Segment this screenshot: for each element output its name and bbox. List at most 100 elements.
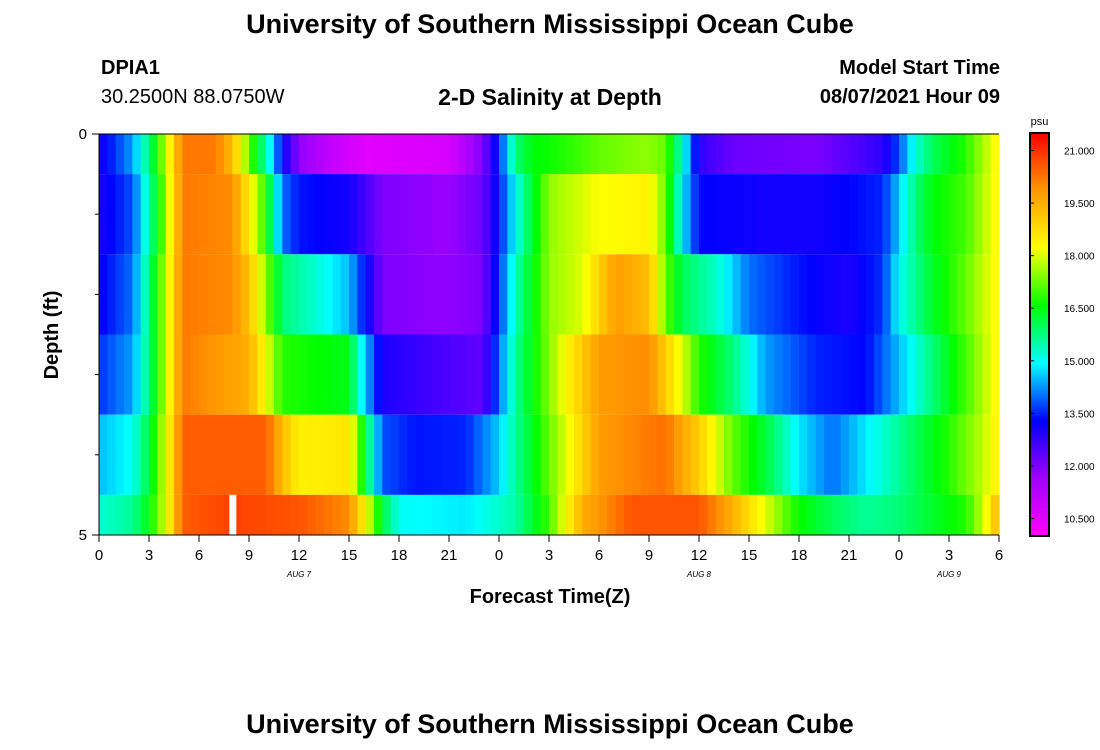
heatmap-cell (557, 134, 567, 175)
heatmap-cell (674, 494, 683, 535)
heatmap-cell (282, 494, 292, 535)
heatmap-cell (949, 134, 958, 175)
heatmap-cell (907, 414, 917, 495)
heatmap-cell (149, 494, 158, 535)
heatmap-cell (407, 414, 417, 495)
heatmap-cell (507, 254, 517, 335)
heatmap-cell (149, 174, 158, 255)
heatmap-cell (532, 334, 542, 415)
heatmap-cell (249, 334, 258, 415)
heatmap-cell (215, 334, 225, 415)
heatmap-cell (99, 414, 108, 495)
x-tick-label: 6 (195, 547, 203, 564)
heatmap-cell (149, 254, 158, 335)
heatmap-cell (540, 414, 550, 495)
heatmap-cell (274, 134, 283, 175)
heatmap-cell (440, 134, 450, 175)
heatmap-cell (699, 414, 708, 495)
heatmap-cell (940, 414, 950, 495)
chart-title: 2-D Salinity at Depth (438, 84, 662, 110)
heatmap-cell (232, 494, 242, 535)
heatmap-cell (707, 254, 717, 335)
heatmap-cell (599, 174, 608, 255)
heatmap-cell (474, 254, 483, 335)
heatmap-cell (124, 174, 133, 255)
heatmap-cell (907, 494, 917, 535)
heatmap-cell (157, 494, 167, 535)
heatmap-cell (532, 414, 542, 495)
heatmap-cell (457, 174, 467, 255)
heatmap-cell (299, 494, 308, 535)
heatmap-cell (432, 494, 442, 535)
heatmap-cell (140, 174, 150, 255)
heatmap-cell (374, 334, 383, 415)
heatmap-cell (815, 494, 825, 535)
heatmap-cell (474, 414, 483, 495)
colorbar-tick-label: 16.500 (1064, 304, 1095, 315)
heatmap-cell (307, 494, 317, 535)
heatmap-cell (365, 134, 375, 175)
heatmap-cell (165, 414, 175, 495)
heatmap-cell (840, 254, 850, 335)
heatmap-cell (507, 414, 517, 495)
heatmap-cell (699, 134, 708, 175)
heatmap-cell (724, 134, 733, 175)
heatmap-cell (482, 134, 492, 175)
heatmap-cell (357, 254, 367, 335)
heatmap-cell (715, 414, 725, 495)
heatmap-cell (599, 134, 608, 175)
heatmap-cell (124, 254, 133, 335)
heatmap-cell (940, 254, 950, 335)
heatmap-cell (740, 414, 750, 495)
heatmap-cell (265, 334, 275, 415)
heatmap-cell (274, 494, 283, 535)
heatmap-cell (315, 414, 325, 495)
heatmap-cell (440, 174, 450, 255)
heatmap-cell (915, 254, 925, 335)
heatmap-cell (282, 334, 292, 415)
heatmap-cell (932, 414, 942, 495)
heatmap-cell (182, 494, 192, 535)
heatmap-cell (174, 334, 183, 415)
heatmap-cell (474, 494, 483, 535)
heatmap-cell (499, 134, 508, 175)
heatmap-cell (632, 414, 642, 495)
heatmap-cell (807, 134, 817, 175)
heatmap-cell (665, 494, 675, 535)
heatmap-cell (332, 134, 342, 175)
heatmap-cell (899, 494, 908, 535)
x-tick-label: 3 (945, 547, 953, 564)
heatmap-cell (132, 414, 142, 495)
heatmap-cell (499, 174, 508, 255)
heatmap-cell (140, 414, 150, 495)
heatmap-cell (499, 334, 508, 415)
heatmap-cell (607, 174, 617, 255)
heatmap-cell (940, 134, 950, 175)
heatmap-cell (899, 134, 908, 175)
heatmap-cell (924, 334, 933, 415)
x-tick-label: 0 (95, 547, 103, 564)
heatmap-cell (624, 494, 633, 535)
heatmap-cell (340, 254, 350, 335)
heatmap-cell (607, 334, 617, 415)
heatmap-cell (165, 494, 175, 535)
heatmap-cell (140, 494, 150, 535)
heatmap-cell (840, 494, 850, 535)
heatmap-cell (582, 254, 592, 335)
heatmap-cell (815, 414, 825, 495)
heatmap-cell (982, 174, 992, 255)
heatmap-cell (699, 174, 708, 255)
heatmap-cell (432, 414, 442, 495)
heatmap-cell (465, 174, 475, 255)
heatmap-cell (207, 334, 217, 415)
heatmap-cell (340, 174, 350, 255)
heatmap-cell (365, 494, 375, 535)
heatmap-cell (257, 254, 267, 335)
heatmap-cell (932, 494, 942, 535)
heatmap-cell (390, 494, 400, 535)
x-tick-label: 15 (341, 547, 358, 564)
heatmap-cell (399, 134, 408, 175)
heatmap-cell (790, 494, 800, 535)
heatmap-cell (165, 334, 175, 415)
heatmap-cell (890, 494, 900, 535)
